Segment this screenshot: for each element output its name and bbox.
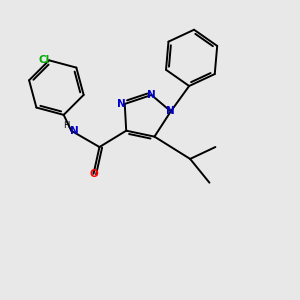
Text: N: N (167, 106, 175, 116)
Text: Cl: Cl (39, 55, 50, 65)
Text: N: N (117, 99, 125, 109)
Text: O: O (89, 169, 98, 179)
Text: N: N (147, 90, 156, 100)
Text: N: N (70, 126, 79, 136)
Text: H: H (63, 121, 69, 130)
